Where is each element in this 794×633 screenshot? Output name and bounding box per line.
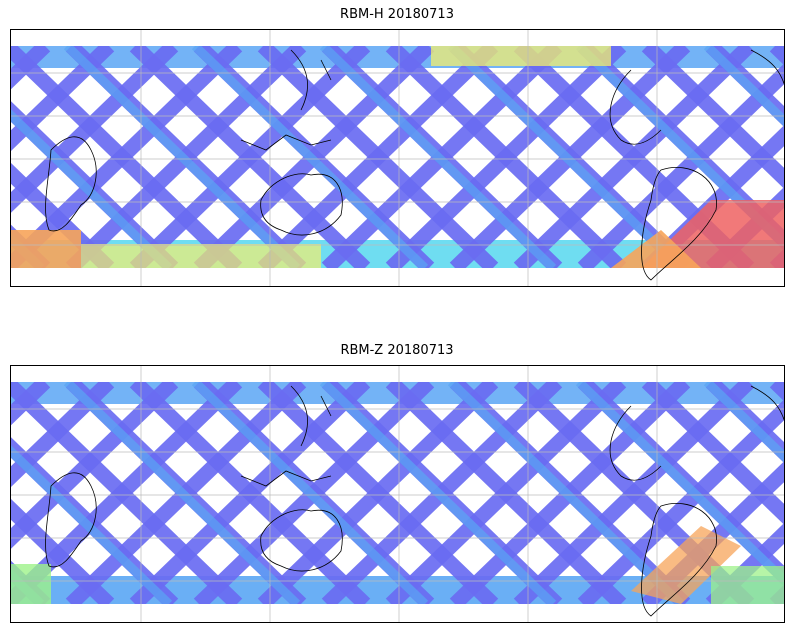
swath-track-accent [319,382,557,604]
swath-layer [11,46,784,268]
warm-patch-southeast-2 [611,230,701,268]
coastline-arctic [750,49,784,85]
swath-track-accent [11,109,173,268]
swath-track-accent [191,382,429,604]
coastline-arctic [750,385,784,421]
swath-track-accent [63,382,301,604]
swath-track-descending [11,498,115,604]
swath-track-ascending [11,382,115,488]
swath-track-accent [703,382,784,463]
swath-track-ascending [385,46,627,268]
swath-layer [11,382,784,604]
coastline-east-asia [290,49,332,111]
map-panel-rbm-z [10,365,785,623]
swath-track-accent [703,46,784,127]
swath-track-ascending [257,382,499,604]
coastlines [45,49,784,281]
coastline-south-america [641,503,717,617]
panel-bottom-title: RBM-Z 20180713 [340,343,454,358]
coastline-australia [260,173,343,236]
coastline-north-america [609,69,662,145]
swath-track-ascending [129,382,371,604]
swath-track-accent [63,46,301,268]
swath-track-ascending [257,46,499,268]
coastline-africa [45,136,97,232]
swath-track-ascending [129,46,371,268]
coastline-east-asia [290,385,332,447]
swath-map-rbm-z [11,366,784,622]
cool-patch-southeast [711,566,784,604]
swath-track-accent [11,445,173,604]
warm-patch-south [81,244,321,268]
swath-track-ascending [513,46,755,268]
coastline-australia [260,509,343,572]
coastline-indonesia [240,134,332,151]
warm-patch-north [431,46,611,66]
map-panel-rbm-h [10,29,785,287]
warm-patch-southwest [11,230,81,268]
gridlines [11,30,784,286]
swath-track-accent [447,46,685,268]
coastline-south-america [641,167,717,281]
swath-track-ascending [11,46,115,152]
gridlines [11,366,784,622]
swath-track-ascending [385,382,627,604]
swath-track-accent [319,46,557,268]
cool-patch-southwest [11,564,51,604]
swath-track-ascending [513,382,755,604]
coastline-indonesia [240,470,332,487]
swath-track-accent [447,382,685,604]
panel-top-title: RBM-H 20180713 [340,7,454,22]
coastline-africa [45,472,97,568]
swath-track-accent [191,46,429,268]
coastlines [45,385,784,617]
warm-patch-southeast [631,526,741,604]
swath-map-rbm-h [11,30,784,286]
coastline-north-america [609,405,662,481]
